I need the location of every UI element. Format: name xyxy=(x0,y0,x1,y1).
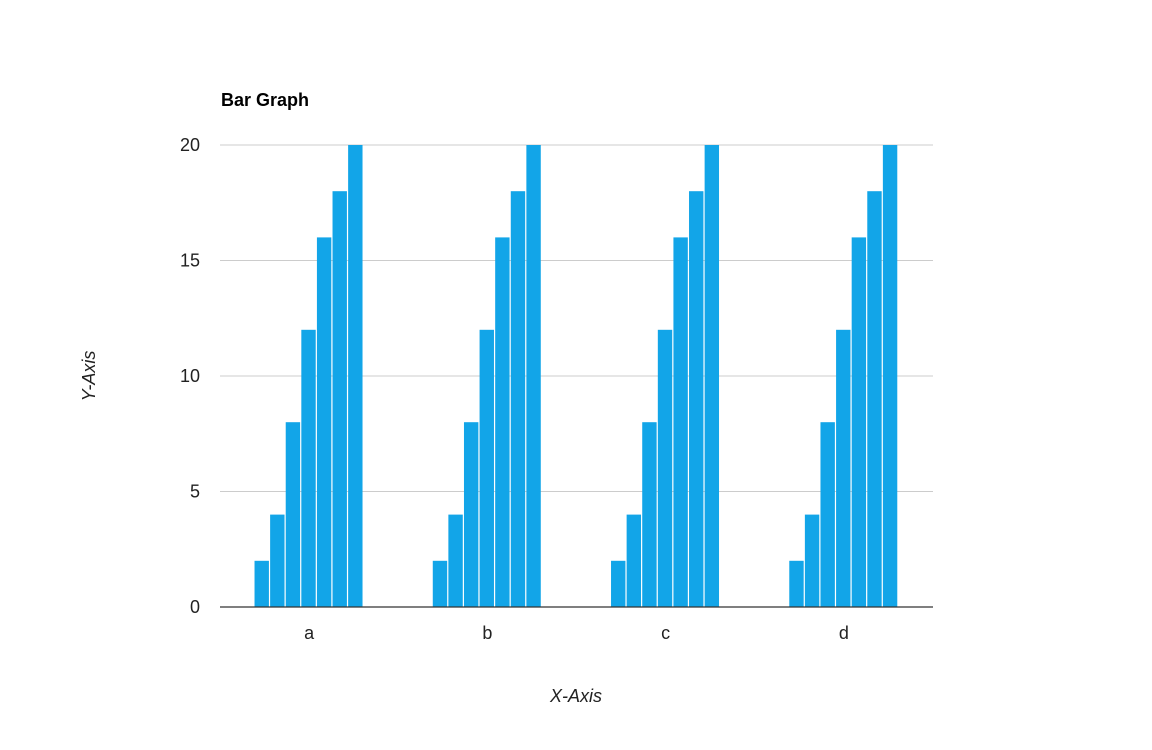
chart-title: Bar Graph xyxy=(221,90,309,110)
bar-b-1 xyxy=(432,560,448,607)
x-tick-label: c xyxy=(661,623,670,643)
bar-a-4 xyxy=(301,329,316,607)
y-tick-label: 0 xyxy=(190,597,200,617)
bar-c-3 xyxy=(642,422,657,607)
x-tick-label: b xyxy=(482,623,492,643)
bar-d-6 xyxy=(867,191,882,607)
bar-a-3 xyxy=(285,422,301,607)
bar-d-5 xyxy=(851,237,867,607)
bar-a-6 xyxy=(332,191,347,607)
y-tick-label: 20 xyxy=(180,135,200,155)
bar-d-7 xyxy=(882,145,898,607)
bar-c-2 xyxy=(626,514,642,607)
bar-b-3 xyxy=(463,422,479,607)
bar-c-4 xyxy=(657,329,673,607)
bar-a-7 xyxy=(348,145,363,607)
y-tick-label: 15 xyxy=(180,251,200,271)
x-tick-labels: a b c d xyxy=(304,623,849,643)
bar-c-5 xyxy=(673,237,688,607)
bar-a-5 xyxy=(316,237,332,607)
bar-b-2 xyxy=(448,514,463,607)
bar-b-6 xyxy=(510,191,526,607)
bar-b-7 xyxy=(526,145,541,607)
y-tick-labels: 0 5 10 15 20 xyxy=(180,135,200,617)
bar-a-1 xyxy=(254,560,269,607)
bar-c-6 xyxy=(689,191,704,607)
x-tick-label: a xyxy=(304,623,315,643)
bar-c-7 xyxy=(704,145,720,607)
bar-d-3 xyxy=(820,422,835,607)
bars xyxy=(254,145,898,607)
bar-d-4 xyxy=(836,329,851,607)
y-axis-label: Y-Axis xyxy=(79,351,99,402)
bar-a-2 xyxy=(270,514,285,607)
bar-c-1 xyxy=(611,560,626,607)
bar-d-1 xyxy=(789,560,804,607)
x-axis-label: X-Axis xyxy=(549,686,602,706)
bar-b-4 xyxy=(479,329,494,607)
x-tick-label: d xyxy=(839,623,849,643)
y-tick-label: 10 xyxy=(180,366,200,386)
y-tick-label: 5 xyxy=(190,482,200,502)
bar-d-2 xyxy=(804,514,820,607)
bar-b-5 xyxy=(495,237,510,607)
